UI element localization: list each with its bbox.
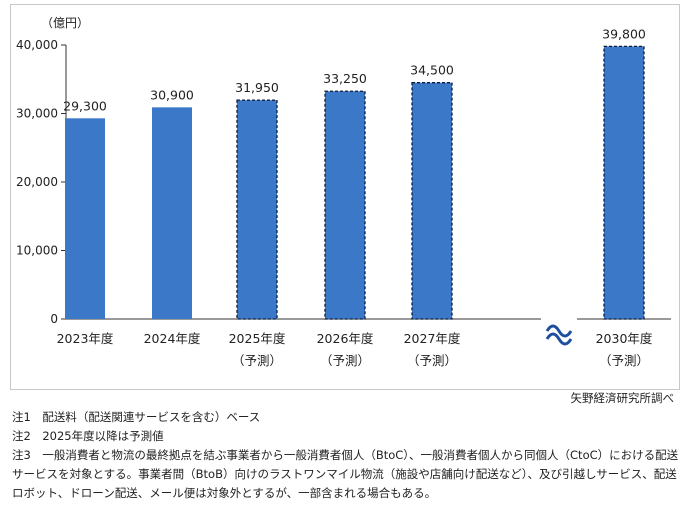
bars: 29,300 30,900 31,950 33,250 34,500 39,800 <box>63 26 646 320</box>
y-axis-unit-label: （億円） <box>41 16 89 30</box>
x-tick-sublabel: （予測） <box>320 353 370 368</box>
x-tick-sublabel: （予測） <box>599 353 649 368</box>
axis-break-icon <box>545 324 573 346</box>
data-label: 33,250 <box>323 71 367 86</box>
note-1: 注1 配送料（配送関連サービスを含む）ベース <box>12 410 261 424</box>
data-label: 39,800 <box>602 26 646 41</box>
bar <box>603 45 645 320</box>
bar <box>152 107 192 320</box>
y-tick-label: 10,000 <box>16 244 58 258</box>
data-label: 30,900 <box>150 87 194 102</box>
x-axis-labels: 2023年度 2024年度 2025年度 （予測） 2026年度 （予測） 2027年度 （予… <box>57 331 653 368</box>
bar <box>236 99 278 320</box>
x-tick-label: 2023年度 <box>57 331 114 346</box>
data-label: 29,300 <box>63 98 107 113</box>
data-label: 31,950 <box>235 80 279 95</box>
y-tick-label: 30,000 <box>16 107 58 121</box>
y-tick-label: 0 <box>50 312 58 326</box>
chart-frame: （億円） 0 10,000 20,000 30,000 40,000 29,300 30,… <box>10 4 680 390</box>
bar <box>65 118 105 319</box>
x-tick-sublabel: （予測） <box>232 353 282 368</box>
y-tick-label: 40,000 <box>16 38 58 52</box>
source-credit: 矢野経済研究所調べ <box>570 391 675 405</box>
bar-chart: （億円） 0 10,000 20,000 30,000 40,000 29,300 30,… <box>16 16 671 368</box>
x-tick-label: 2026年度 <box>317 331 374 346</box>
notes: 注1 配送料（配送関連サービスを含む）ベース 注2 2025年度以降は予測値 注… <box>12 408 684 503</box>
bar <box>324 90 366 320</box>
x-tick-label: 2027年度 <box>404 331 461 346</box>
x-tick-label: 2024年度 <box>144 331 201 346</box>
data-label: 34,500 <box>410 63 454 78</box>
note-3: 注3 一般消費者と物流の最終拠点を結ぶ事業者から一般消費者個人（BtoC）、一般… <box>12 448 679 500</box>
x-tick-label: 2030年度 <box>596 331 653 346</box>
note-2: 注2 2025年度以降は予測値 <box>12 429 164 443</box>
x-tick-sublabel: （予測） <box>407 353 457 368</box>
y-axis: 0 10,000 20,000 30,000 40,000 <box>16 38 671 326</box>
x-tick-label: 2025年度 <box>229 331 286 346</box>
y-tick-label: 20,000 <box>16 175 58 189</box>
bar <box>411 82 453 320</box>
